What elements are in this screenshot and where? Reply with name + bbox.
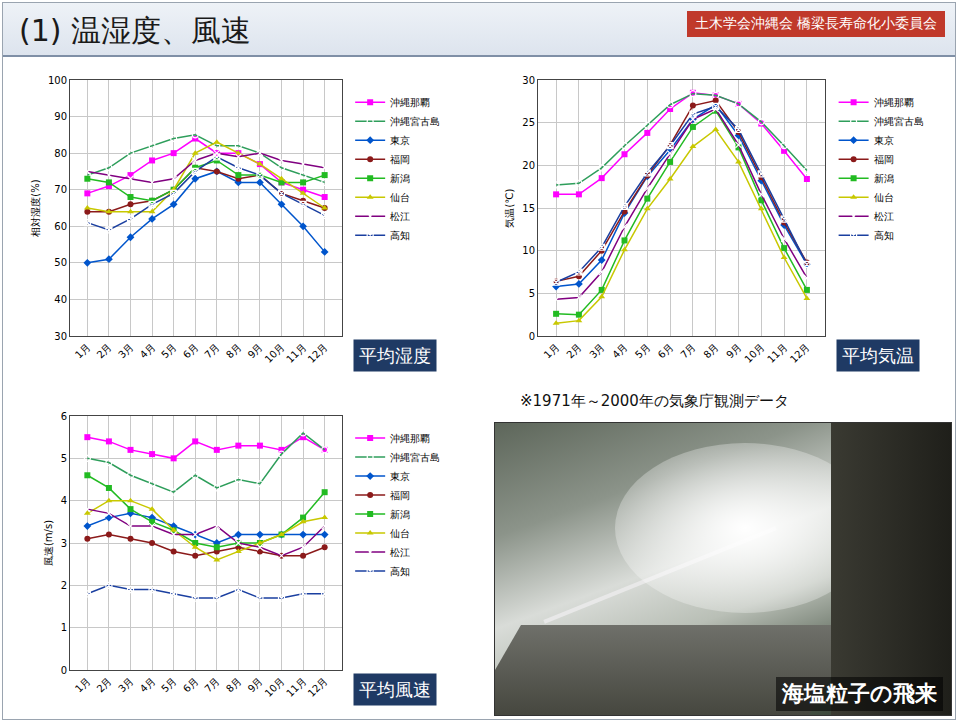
svg-text:5: 5 [529, 288, 535, 299]
svg-text:7月: 7月 [678, 341, 697, 360]
svg-text:高知: 高知 [390, 230, 410, 241]
svg-text:1月: 1月 [542, 341, 561, 360]
svg-text:2月: 2月 [95, 675, 114, 694]
svg-text:40: 40 [54, 294, 67, 305]
svg-text:平均湿度: 平均湿度 [359, 345, 431, 366]
svg-text:12月: 12月 [788, 341, 812, 365]
svg-text:2: 2 [61, 580, 67, 591]
svg-text:10月: 10月 [263, 675, 287, 699]
svg-text:100: 100 [48, 75, 67, 86]
svg-text:沖縄那覇: 沖縄那覇 [874, 97, 914, 108]
svg-text:1月: 1月 [73, 341, 92, 360]
svg-text:5月: 5月 [159, 341, 178, 360]
svg-text:福岡: 福岡 [390, 490, 410, 501]
svg-text:新潟: 新潟 [390, 173, 410, 184]
svg-text:11月: 11月 [765, 341, 789, 365]
svg-text:新潟: 新潟 [874, 173, 894, 184]
svg-text:沖縄那覇: 沖縄那覇 [390, 97, 430, 108]
svg-text:沖縄宮古島: 沖縄宮古島 [390, 116, 440, 127]
svg-text:4月: 4月 [138, 675, 157, 694]
svg-text:10月: 10月 [742, 341, 766, 365]
svg-text:新潟: 新潟 [390, 509, 410, 520]
svg-text:30: 30 [54, 331, 67, 342]
svg-text:沖縄宮古島: 沖縄宮古島 [874, 116, 924, 127]
svg-text:1月: 1月 [73, 675, 92, 694]
svg-text:25: 25 [522, 117, 535, 128]
svg-text:高知: 高知 [874, 230, 894, 241]
svg-text:9月: 9月 [246, 675, 265, 694]
svg-text:5月: 5月 [159, 675, 178, 694]
svg-text:4月: 4月 [138, 341, 157, 360]
svg-text:20: 20 [522, 160, 535, 171]
svg-text:60: 60 [54, 221, 67, 232]
svg-text:7月: 7月 [202, 341, 221, 360]
svg-text:沖縄宮古島: 沖縄宮古島 [390, 452, 440, 463]
svg-text:7月: 7月 [202, 675, 221, 694]
svg-text:6月: 6月 [181, 341, 200, 360]
svg-text:3月: 3月 [116, 341, 135, 360]
svg-text:東京: 東京 [874, 135, 894, 146]
svg-text:風速(m/s): 風速(m/s) [43, 520, 54, 566]
svg-text:福岡: 福岡 [390, 154, 410, 165]
svg-text:仙台: 仙台 [390, 528, 410, 539]
svg-text:9月: 9月 [724, 341, 743, 360]
svg-text:10: 10 [522, 245, 535, 256]
svg-text:5月: 5月 [633, 341, 652, 360]
svg-text:沖縄那覇: 沖縄那覇 [390, 433, 430, 444]
svg-text:3月: 3月 [116, 675, 135, 694]
svg-text:80: 80 [54, 148, 67, 159]
svg-text:90: 90 [54, 111, 67, 122]
svg-text:6月: 6月 [656, 341, 675, 360]
svg-text:4月: 4月 [610, 341, 629, 360]
html-text:※1971年～2000年の気象庁観測データ: ※1971年～2000年の気象庁観測データ [520, 392, 789, 410]
svg-text:松江: 松江 [390, 211, 410, 222]
svg-text:0: 0 [61, 665, 67, 676]
svg-text:平均気温: 平均気温 [842, 345, 914, 366]
svg-text:松江: 松江 [390, 547, 410, 558]
svg-text:8月: 8月 [224, 341, 243, 360]
svg-text:3: 3 [61, 538, 67, 549]
svg-text:3月: 3月 [587, 341, 606, 360]
svg-text:気温(℃): 気温(℃) [504, 188, 515, 227]
svg-text:1: 1 [61, 622, 67, 633]
svg-text:平均風速: 平均風速 [359, 679, 431, 700]
html-text:(1) 温湿度、風速: (1) 温湿度、風速 [19, 13, 251, 48]
svg-text:仙台: 仙台 [390, 192, 410, 203]
svg-text:5: 5 [61, 453, 67, 464]
svg-text:2月: 2月 [95, 341, 114, 360]
svg-text:12月: 12月 [306, 675, 330, 699]
html-text:海塩粒子の飛来: 海塩粒子の飛来 [782, 681, 937, 706]
svg-text:0: 0 [529, 331, 535, 342]
svg-text:仙台: 仙台 [874, 192, 894, 203]
svg-text:50: 50 [54, 257, 67, 268]
svg-text:松江: 松江 [874, 211, 894, 222]
svg-text:12月: 12月 [306, 341, 330, 365]
svg-text:9月: 9月 [246, 341, 265, 360]
svg-text:15: 15 [522, 203, 535, 214]
svg-text:6月: 6月 [181, 675, 200, 694]
svg-text:11月: 11月 [284, 341, 308, 365]
svg-text:高知: 高知 [390, 566, 410, 577]
svg-text:東京: 東京 [390, 471, 410, 482]
svg-text:10月: 10月 [263, 341, 287, 365]
svg-text:東京: 東京 [390, 135, 410, 146]
svg-text:70: 70 [54, 184, 67, 195]
svg-text:8月: 8月 [701, 341, 720, 360]
svg-text:4: 4 [61, 495, 67, 506]
svg-text:相対湿度(%): 相対湿度(%) [30, 179, 41, 236]
html-text:土木学会沖縄会 橋梁長寿命化小委員会: 土木学会沖縄会 橋梁長寿命化小委員会 [694, 15, 937, 31]
svg-text:6: 6 [61, 411, 67, 422]
svg-text:福岡: 福岡 [874, 154, 894, 165]
svg-text:2月: 2月 [564, 341, 583, 360]
svg-text:8月: 8月 [224, 675, 243, 694]
svg-text:11月: 11月 [284, 675, 308, 699]
svg-text:30: 30 [522, 75, 535, 86]
